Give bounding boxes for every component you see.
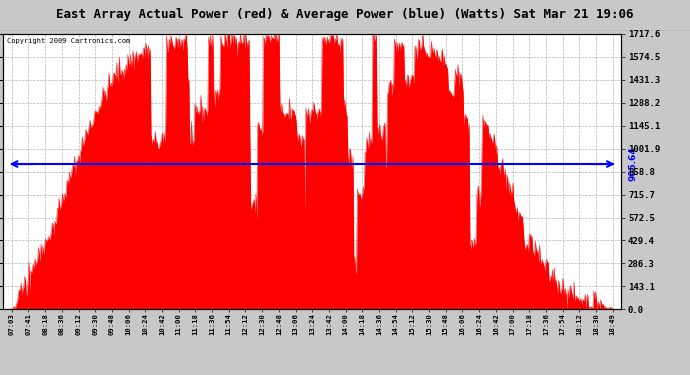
- Text: East Array Actual Power (red) & Average Power (blue) (Watts) Sat Mar 21 19:06: East Array Actual Power (red) & Average …: [57, 8, 633, 21]
- Text: 905.64: 905.64: [628, 147, 637, 182]
- Text: Copyright 2009 Cartronics.com: Copyright 2009 Cartronics.com: [6, 38, 130, 44]
